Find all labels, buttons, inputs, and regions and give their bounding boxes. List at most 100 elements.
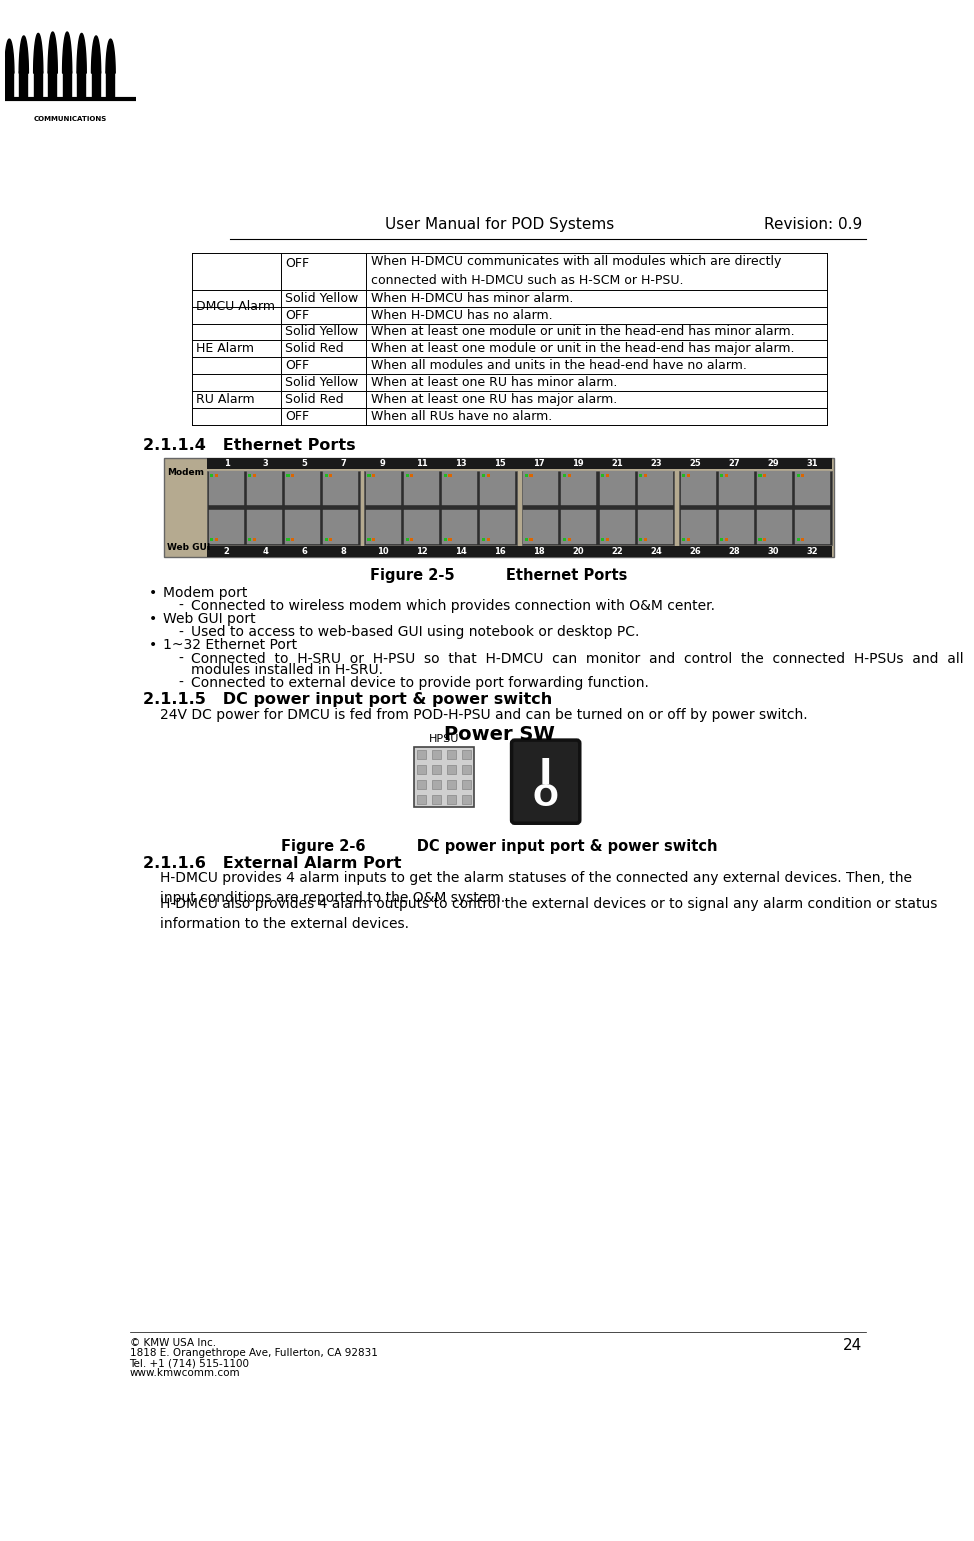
Text: Connected to wireless modem which provides connection with O&M center.: Connected to wireless modem which provid… <box>191 599 715 613</box>
Text: 11: 11 <box>416 459 428 468</box>
Bar <box>324 538 327 541</box>
Bar <box>207 458 832 468</box>
Bar <box>463 766 471 774</box>
Text: Modem port: Modem port <box>163 586 247 599</box>
Text: Solid Red: Solid Red <box>285 342 344 356</box>
Bar <box>606 538 609 541</box>
Bar <box>568 538 571 541</box>
Bar <box>253 473 256 476</box>
Bar <box>487 473 490 476</box>
Bar <box>291 473 294 476</box>
Text: Modem: Modem <box>168 467 205 476</box>
Bar <box>329 473 332 476</box>
Text: Figure 2-6          DC power input port & power switch: Figure 2-6 DC power input port & power s… <box>281 838 718 854</box>
Bar <box>759 473 762 476</box>
Bar <box>719 510 754 544</box>
Text: Connected to external device to provide port forwarding function.: Connected to external device to provide … <box>191 676 649 690</box>
Text: When all modules and units in the head-end have no alarm.: When all modules and units in the head-e… <box>370 359 746 373</box>
Text: modules installed in H-SRU.: modules installed in H-SRU. <box>191 663 383 676</box>
Text: Figure 2-5          Ethernet Ports: Figure 2-5 Ethernet Ports <box>370 567 628 582</box>
Text: RU Alarm: RU Alarm <box>196 393 255 407</box>
Bar <box>432 795 441 804</box>
Text: Revision: 0.9: Revision: 0.9 <box>764 217 862 233</box>
Bar <box>432 780 441 789</box>
Bar <box>208 472 244 505</box>
Bar <box>763 538 767 541</box>
Text: 30: 30 <box>768 547 779 556</box>
Bar <box>802 538 805 541</box>
Text: COMMUNICATIONS: COMMUNICATIONS <box>34 116 107 122</box>
Bar <box>601 473 604 476</box>
Text: When at least one module or unit in the head-end has major alarm.: When at least one module or unit in the … <box>370 342 794 356</box>
Bar <box>432 750 441 760</box>
Bar <box>207 470 359 544</box>
Bar <box>687 473 690 476</box>
Bar <box>246 472 281 505</box>
Text: 22: 22 <box>611 547 622 556</box>
Text: 2.1.1.6   External Alarm Port: 2.1.1.6 External Alarm Port <box>143 855 402 871</box>
Text: HPSU: HPSU <box>429 734 460 744</box>
Text: -: - <box>178 676 183 690</box>
Bar <box>644 538 647 541</box>
Bar <box>720 473 724 476</box>
Text: © KMW USA Inc.: © KMW USA Inc. <box>130 1339 215 1348</box>
Text: 16: 16 <box>494 547 506 556</box>
Text: 8: 8 <box>341 547 347 556</box>
Text: O: O <box>533 783 559 812</box>
Bar <box>207 546 832 556</box>
Text: User Manual for POD Systems: User Manual for POD Systems <box>385 217 614 233</box>
Bar <box>291 538 294 541</box>
Bar <box>487 538 490 541</box>
Text: 10: 10 <box>377 547 389 556</box>
Text: 27: 27 <box>729 459 740 468</box>
Text: •: • <box>149 612 157 626</box>
Bar <box>523 510 558 544</box>
Bar <box>682 473 685 476</box>
Text: When H-DMCU has no alarm.: When H-DMCU has no alarm. <box>370 308 552 322</box>
Text: 12: 12 <box>416 547 428 556</box>
Bar <box>638 472 673 505</box>
Text: Web GUI: Web GUI <box>168 542 210 552</box>
Bar <box>600 510 635 544</box>
Text: 15: 15 <box>494 459 506 468</box>
Bar <box>364 470 517 544</box>
Bar <box>530 538 533 541</box>
Bar <box>563 538 566 541</box>
Bar <box>681 510 716 544</box>
Bar <box>210 538 213 541</box>
Bar <box>444 473 447 476</box>
Text: 14: 14 <box>455 547 467 556</box>
Text: 9: 9 <box>380 459 386 468</box>
Bar <box>417 766 426 774</box>
Bar <box>372 473 375 476</box>
Bar <box>757 472 792 505</box>
Text: When at least one RU has major alarm.: When at least one RU has major alarm. <box>370 393 617 407</box>
Text: OFF: OFF <box>285 359 310 373</box>
Bar <box>639 538 643 541</box>
Bar <box>797 473 800 476</box>
Bar <box>323 472 358 505</box>
Text: 13: 13 <box>455 459 467 468</box>
Bar <box>248 473 251 476</box>
Bar <box>248 538 251 541</box>
Bar <box>482 473 485 476</box>
Bar <box>366 472 401 505</box>
Bar <box>682 538 685 541</box>
Text: 20: 20 <box>572 547 583 556</box>
Bar <box>447 795 456 804</box>
Bar <box>329 538 332 541</box>
Text: 28: 28 <box>729 547 740 556</box>
Bar <box>253 538 256 541</box>
Text: 2.1.1.5   DC power input port & power switch: 2.1.1.5 DC power input port & power swit… <box>143 692 552 707</box>
Bar <box>448 473 452 476</box>
Bar <box>639 473 643 476</box>
Text: 1: 1 <box>224 459 230 468</box>
Text: OFF: OFF <box>285 308 310 322</box>
Text: Used to access to web-based GUI using notebook or desktop PC.: Used to access to web-based GUI using no… <box>191 626 639 640</box>
Bar <box>463 750 471 760</box>
Text: 29: 29 <box>768 459 779 468</box>
Bar <box>523 472 558 505</box>
Text: 31: 31 <box>806 459 818 468</box>
Bar <box>679 470 832 544</box>
Bar <box>210 473 213 476</box>
